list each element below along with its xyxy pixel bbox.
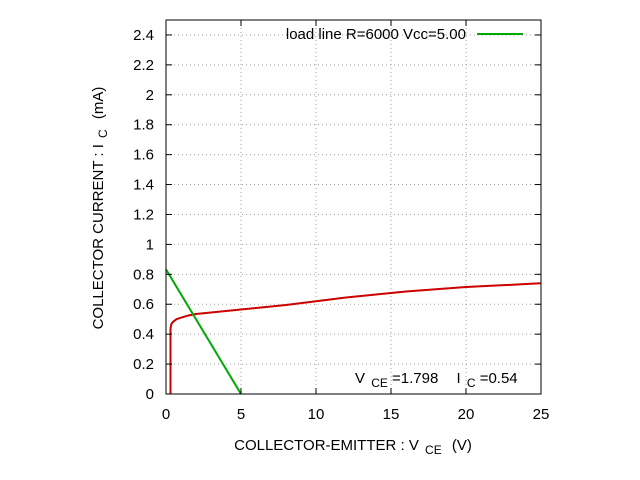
y-tick-label: 2.4 bbox=[133, 27, 154, 44]
y-axis-label-unit: (mA) bbox=[90, 87, 107, 120]
series-layer bbox=[165, 268, 542, 395]
annotation-ic-sub: C bbox=[467, 376, 476, 390]
x-tick-label: 20 bbox=[458, 406, 475, 423]
annotation-ic-prefix: I bbox=[457, 370, 461, 387]
y-tick-label: 2.2 bbox=[133, 57, 154, 74]
annotation-vce-sub: CE bbox=[371, 376, 388, 390]
y-tick-label: 0.8 bbox=[133, 266, 154, 283]
annotation-ic-value: =0.54 bbox=[480, 370, 518, 387]
y-tick-label: 1.6 bbox=[133, 147, 154, 164]
y-tick-label: 2 bbox=[146, 87, 154, 104]
ticks bbox=[165, 20, 542, 395]
tick-labels: 0 5 10 15 20 25 0 0.2 0.4 0.6 0.8 1 1.2 1.4 1.6 1.8 2 2.2… bbox=[133, 27, 549, 423]
annotation-vce-prefix: V bbox=[355, 370, 365, 387]
load-line-series bbox=[165, 268, 242, 395]
operating-point-annotation: V CE =1.798 I C =0.54 bbox=[355, 370, 518, 391]
x-tick-label: 5 bbox=[237, 406, 245, 423]
x-axis-label-unit: (V) bbox=[452, 437, 472, 454]
x-tick-label: 15 bbox=[383, 406, 400, 423]
y-tick-label: 0.4 bbox=[133, 326, 154, 343]
grid bbox=[166, 20, 541, 394]
y-tick-label: 1.4 bbox=[133, 177, 154, 194]
y-axis-label-main: COLLECTOR CURRENT : I bbox=[90, 144, 107, 329]
y-tick-label: 1.2 bbox=[133, 206, 154, 223]
y-tick-label: 0.6 bbox=[133, 296, 154, 313]
y-tick-label: 0 bbox=[146, 386, 154, 403]
x-axis-label-main: COLLECTOR-EMITTER : V bbox=[234, 437, 419, 454]
x-tick-label: 0 bbox=[162, 406, 170, 423]
collector-curve-series bbox=[169, 282, 542, 394]
x-axis-label-sub: CE bbox=[425, 443, 442, 457]
legend: load line R=6000 Vcc=5.00 bbox=[286, 26, 523, 43]
y-tick-label: 1.8 bbox=[133, 117, 154, 134]
annotation-vce-value: =1.798 bbox=[392, 370, 438, 387]
plot-frame bbox=[165, 19, 542, 395]
x-tick-label: 25 bbox=[533, 406, 550, 423]
legend-label: load line R=6000 Vcc=5.00 bbox=[286, 26, 466, 43]
x-axis-label: COLLECTOR-EMITTER : V CE (V) bbox=[234, 437, 472, 458]
y-axis-label-sub: C bbox=[96, 129, 110, 138]
y-tick-label: 0.2 bbox=[133, 356, 154, 373]
x-tick-label: 10 bbox=[308, 406, 325, 423]
y-tick-label: 1 bbox=[146, 236, 154, 253]
y-axis-label: COLLECTOR CURRENT : I C (mA) bbox=[90, 87, 111, 330]
